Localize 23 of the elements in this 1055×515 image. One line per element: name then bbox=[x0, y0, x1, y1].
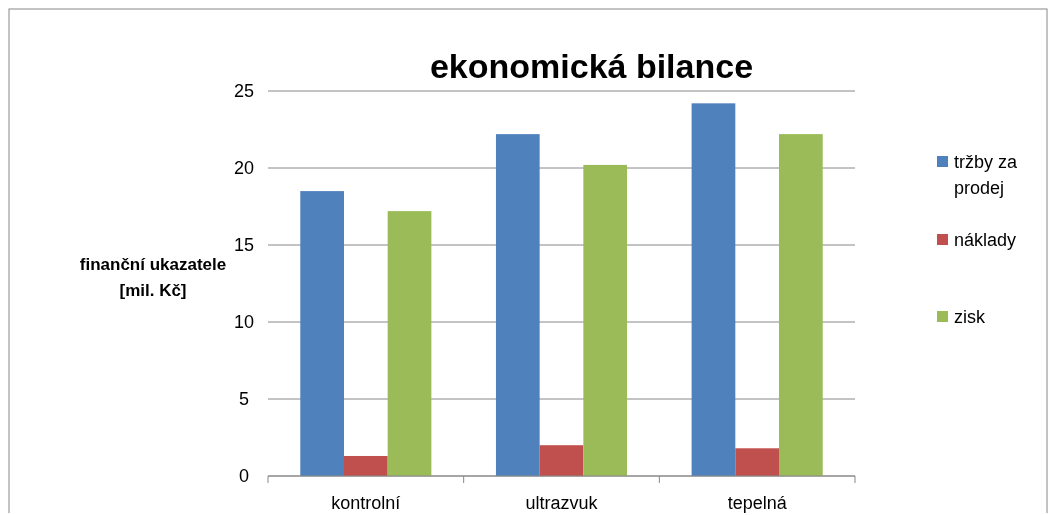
y-tick-label: 25 bbox=[233, 81, 255, 101]
x-tick-label: tepelná bbox=[727, 493, 788, 513]
bar bbox=[735, 448, 780, 476]
y-tick-label: 5 bbox=[238, 389, 250, 409]
legend-label: zisk bbox=[954, 307, 986, 327]
bar bbox=[539, 445, 584, 476]
bar bbox=[583, 164, 628, 476]
bar bbox=[300, 191, 344, 476]
bar bbox=[495, 134, 540, 476]
chart-title: ekonomická bilance bbox=[429, 47, 754, 85]
bar bbox=[387, 211, 432, 476]
legend-label: náklady bbox=[954, 230, 1017, 250]
y-tick-label: 20 bbox=[233, 158, 255, 178]
x-tick-label: kontrolní bbox=[331, 493, 401, 513]
x-tick-label: ultrazvuk bbox=[525, 493, 599, 513]
bar bbox=[343, 455, 388, 476]
bar bbox=[779, 134, 823, 476]
y-axis-title: finanční ukazatele [mil. Kč] bbox=[79, 255, 227, 300]
legend-label: tržby za prodej bbox=[954, 152, 1019, 198]
y-tick-label: 0 bbox=[238, 466, 250, 486]
y-tick-label: 10 bbox=[233, 312, 255, 332]
bar bbox=[691, 103, 736, 476]
y-tick-label: 15 bbox=[233, 235, 255, 255]
